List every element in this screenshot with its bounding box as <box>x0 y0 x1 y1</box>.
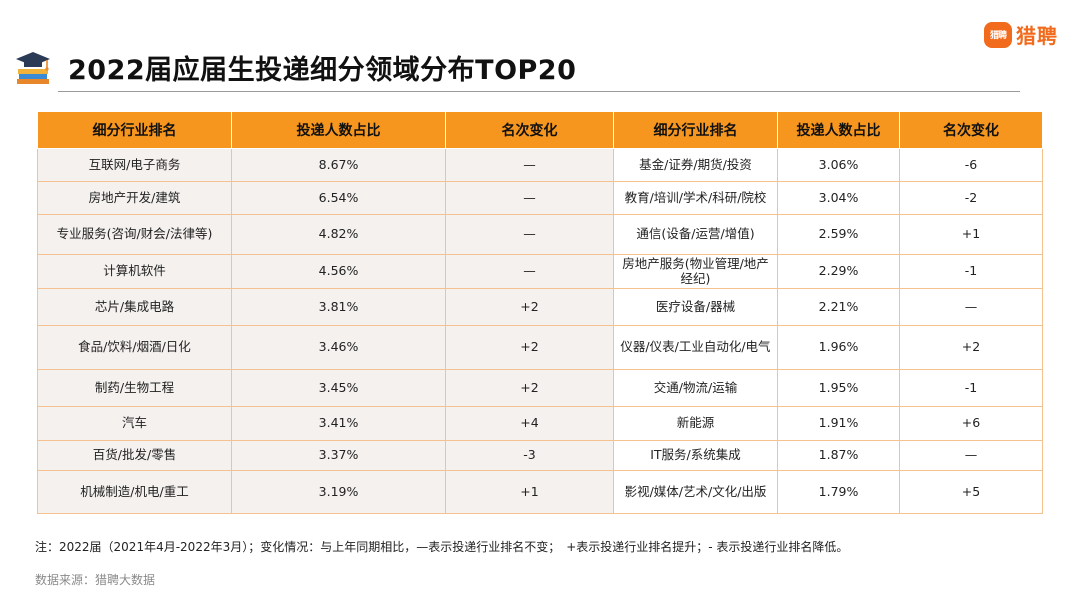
data-source: 数据来源：猎聘大数据 <box>35 573 156 587</box>
change-cell: +2 <box>445 288 614 326</box>
change-cell: -2 <box>899 181 1043 215</box>
industry-cell: 通信(设备/运营/增值) <box>613 214 778 255</box>
change-cell: +1 <box>899 214 1043 255</box>
table-row: 汽车 3.41% +4 新能源 1.91% +6 <box>37 406 1043 441</box>
header-change-left: 名次变化 <box>445 111 614 149</box>
industry-cell: 百货/批发/零售 <box>37 440 232 471</box>
change-cell: — <box>899 288 1043 326</box>
industry-cell: 计算机软件 <box>37 254 232 289</box>
change-cell: — <box>445 214 614 255</box>
change-cell: -6 <box>899 148 1043 182</box>
graduation-cap-books-icon <box>16 51 50 84</box>
industry-cell: 影视/媒体/艺术/文化/出版 <box>613 470 778 514</box>
share-cell: 3.46% <box>231 325 446 370</box>
change-cell: -3 <box>445 440 614 471</box>
change-cell: +1 <box>445 470 614 514</box>
table-row: 房地产开发/建筑 6.54% — 教育/培训/学术/科研/院校 3.04% -2 <box>37 181 1043 215</box>
share-cell: 1.95% <box>777 369 900 407</box>
change-cell: — <box>445 148 614 182</box>
share-cell: 3.04% <box>777 181 900 215</box>
share-cell: 1.79% <box>777 470 900 514</box>
industry-cell: 医疗设备/器械 <box>613 288 778 326</box>
industry-cell: 芯片/集成电路 <box>37 288 232 326</box>
header-industry-left: 细分行业排名 <box>37 111 232 149</box>
table-row: 互联网/电子商务 8.67% — 基金/证券/期货/投资 3.06% -6 <box>37 148 1043 182</box>
change-cell: +5 <box>899 470 1043 514</box>
header-change-right: 名次变化 <box>899 111 1043 149</box>
industry-cell: IT服务/系统集成 <box>613 440 778 471</box>
page-title: 2022届应届生投递细分领域分布TOP20 <box>68 55 577 86</box>
industry-cell: 新能源 <box>613 406 778 441</box>
share-cell: 3.06% <box>777 148 900 182</box>
change-cell: +2 <box>445 325 614 370</box>
change-cell: +4 <box>445 406 614 441</box>
share-cell: 2.21% <box>777 288 900 326</box>
change-cell: -1 <box>899 369 1043 407</box>
table-row: 机械制造/机电/重工 3.19% +1 影视/媒体/艺术/文化/出版 1.79%… <box>37 470 1043 514</box>
share-cell: 2.59% <box>777 214 900 255</box>
table-row: 百货/批发/零售 3.37% -3 IT服务/系统集成 1.87% — <box>37 440 1043 471</box>
share-cell: 1.96% <box>777 325 900 370</box>
brand-name: 猎聘 <box>1016 24 1058 48</box>
share-cell: 4.82% <box>231 214 446 255</box>
table-row: 制药/生物工程 3.45% +2 交通/物流/运输 1.95% -1 <box>37 369 1043 407</box>
table-row: 计算机软件 4.56% — 房地产服务(物业管理/地产经纪) 2.29% -1 <box>37 254 1043 289</box>
industry-ranking-table: 细分行业排名 投递人数占比 名次变化 细分行业排名 投递人数占比 名次变化 互联… <box>37 111 1043 514</box>
change-cell: +6 <box>899 406 1043 441</box>
industry-cell: 互联网/电子商务 <box>37 148 232 182</box>
industry-cell: 教育/培训/学术/科研/院校 <box>613 181 778 215</box>
industry-cell: 食品/饮料/烟酒/日化 <box>37 325 232 370</box>
industry-cell: 交通/物流/运输 <box>613 369 778 407</box>
brand-mark-text: 猎聘 <box>989 31 1007 41</box>
table-row: 专业服务(咨询/财会/法律等) 4.82% — 通信(设备/运营/增值) 2.5… <box>37 214 1043 255</box>
share-cell: 3.19% <box>231 470 446 514</box>
share-cell: 8.67% <box>231 148 446 182</box>
industry-cell: 房地产服务(物业管理/地产经纪) <box>613 254 778 289</box>
change-cell: — <box>445 254 614 289</box>
share-cell: 6.54% <box>231 181 446 215</box>
share-cell: 4.56% <box>231 254 446 289</box>
share-cell: 3.37% <box>231 440 446 471</box>
change-cell: — <box>899 440 1043 471</box>
change-cell: -1 <box>899 254 1043 289</box>
industry-cell: 仪器/仪表/工业自动化/电气 <box>613 325 778 370</box>
industry-cell: 基金/证券/期货/投资 <box>613 148 778 182</box>
table-row: 食品/饮料/烟酒/日化 3.46% +2 仪器/仪表/工业自动化/电气 1.96… <box>37 325 1043 370</box>
share-cell: 1.87% <box>777 440 900 471</box>
table-row: 芯片/集成电路 3.81% +2 医疗设备/器械 2.21% — <box>37 288 1043 326</box>
share-cell: 3.41% <box>231 406 446 441</box>
table-header-row: 细分行业排名 投递人数占比 名次变化 细分行业排名 投递人数占比 名次变化 <box>37 111 1043 149</box>
industry-cell: 机械制造/机电/重工 <box>37 470 232 514</box>
brand-logo: 猎聘 猎聘 <box>984 20 1058 49</box>
share-cell: 3.81% <box>231 288 446 326</box>
header-industry-right: 细分行业排名 <box>613 111 778 149</box>
industry-cell: 制药/生物工程 <box>37 369 232 407</box>
header-share-left: 投递人数占比 <box>231 111 446 149</box>
share-cell: 1.91% <box>777 406 900 441</box>
change-cell: +2 <box>445 369 614 407</box>
industry-cell: 专业服务(咨询/财会/法律等) <box>37 214 232 255</box>
share-cell: 2.29% <box>777 254 900 289</box>
industry-cell: 汽车 <box>37 406 232 441</box>
title-row: 2022届应届生投递细分领域分布TOP20 <box>14 48 576 87</box>
change-cell: — <box>445 181 614 215</box>
industry-cell: 房地产开发/建筑 <box>37 181 232 215</box>
change-cell: +2 <box>899 325 1043 370</box>
title-divider <box>58 91 1020 92</box>
header-share-right: 投递人数占比 <box>777 111 900 149</box>
footnote: 注：2022届（2021年4月-2022年3月）；变化情况：与上年同期相比，—表… <box>35 540 849 554</box>
liepin-logo-icon: 猎聘 <box>984 21 1012 48</box>
share-cell: 3.45% <box>231 369 446 407</box>
